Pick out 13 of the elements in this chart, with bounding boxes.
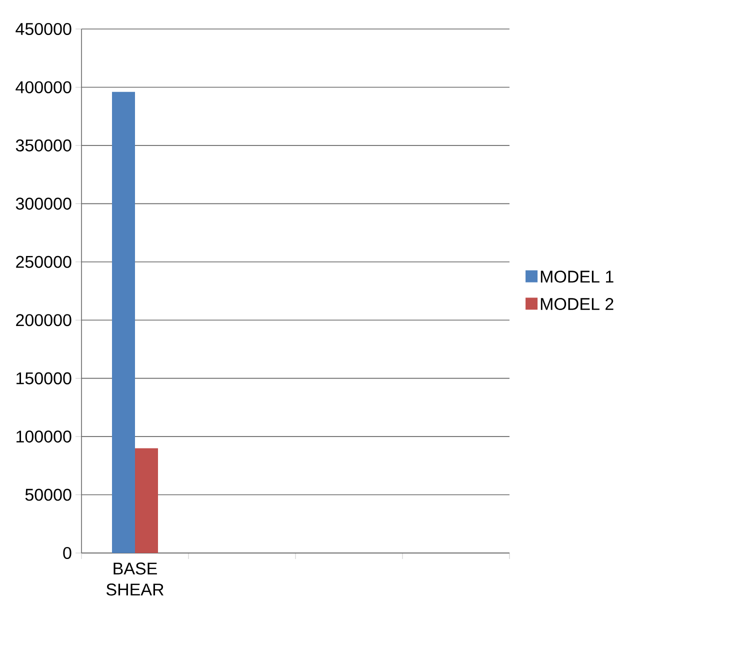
x-tick-label: BASE SHEAR	[106, 562, 164, 596]
y-tick-label: 50000	[25, 488, 72, 501]
y-tick-label: 250000	[16, 256, 72, 268]
y-tick-label: 350000	[16, 139, 72, 152]
y-tick-label: 450000	[16, 22, 72, 36]
y-tick-label: 0	[63, 546, 72, 560]
y-tick-label: 200000	[16, 314, 72, 326]
legend-label: MODEL 1	[540, 270, 614, 283]
y-tick-label: 300000	[16, 198, 72, 210]
y-tick-label: 150000	[16, 372, 72, 384]
y-tick-label: 100000	[16, 430, 72, 443]
legend-label: MODEL 2	[540, 298, 614, 310]
y-tick-label: 400000	[16, 81, 72, 94]
